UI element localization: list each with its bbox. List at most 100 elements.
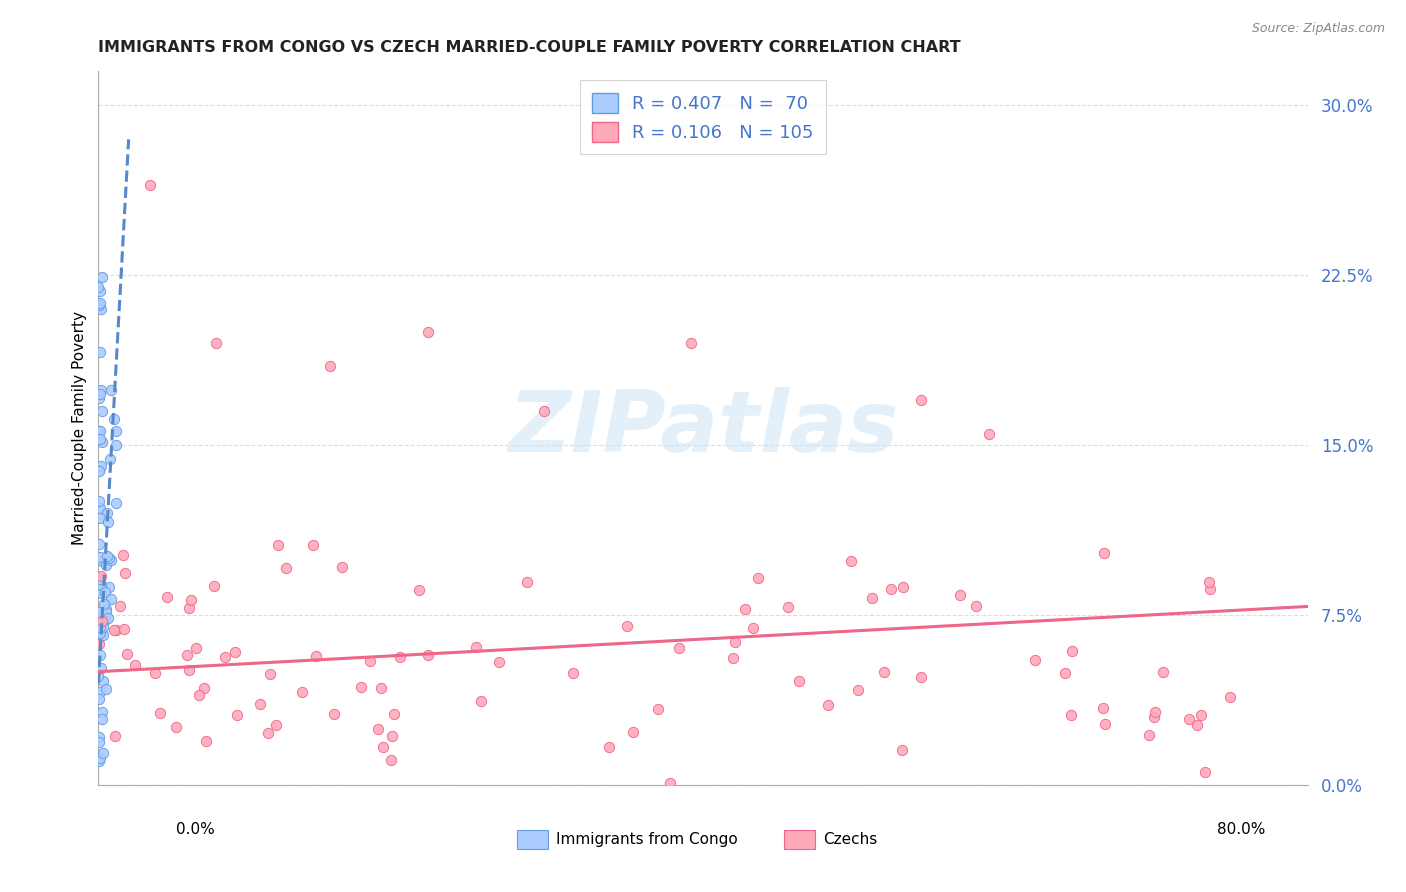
Point [89, 432, 111, 446]
Point [562, 665, 585, 680]
Text: Source: ZipAtlas.com: Source: ZipAtlas.com [1251, 22, 1385, 36]
Point [87, 755, 110, 769]
Point [371, 739, 394, 754]
Point [94, 613, 117, 627]
Point [89, 735, 111, 749]
Point [89, 296, 111, 310]
Point [89, 574, 111, 588]
Point [104, 729, 127, 743]
Point [202, 579, 225, 593]
Point [734, 602, 756, 616]
Point [1199, 582, 1222, 596]
Point [104, 495, 127, 509]
Point [89, 550, 111, 565]
Point [165, 719, 187, 733]
Point [1091, 701, 1114, 715]
Point [89, 648, 111, 662]
Point [1137, 728, 1160, 742]
Point [90, 458, 112, 473]
Point [747, 571, 769, 585]
Point [330, 559, 353, 574]
Point [367, 722, 389, 736]
Point [1178, 712, 1201, 726]
Point [370, 681, 392, 696]
Point [90, 586, 112, 600]
Point [621, 725, 644, 739]
Point [488, 655, 510, 669]
Point [179, 600, 201, 615]
Text: Czechs: Czechs [824, 832, 877, 847]
Point [359, 654, 381, 668]
Point [778, 599, 800, 614]
Point [91, 628, 114, 642]
Point [723, 650, 745, 665]
Point [224, 645, 246, 659]
Point [658, 776, 681, 790]
Point [322, 707, 344, 722]
Point [100, 591, 122, 606]
Point [873, 665, 896, 680]
Point [1185, 718, 1208, 732]
Point [1143, 705, 1166, 719]
Point [205, 336, 228, 351]
Point [381, 729, 404, 743]
Point [949, 588, 972, 602]
Point [89, 685, 111, 699]
Point [112, 548, 135, 562]
Point [257, 726, 280, 740]
Point [264, 718, 287, 732]
Point [1062, 644, 1084, 658]
Point [93, 597, 115, 611]
Point [1143, 709, 1166, 723]
Point [89, 620, 111, 634]
Point [89, 625, 111, 640]
Point [94, 606, 117, 620]
Point [87, 391, 110, 405]
Point [87, 537, 110, 551]
Point [90, 578, 112, 592]
Point [839, 554, 862, 568]
Point [193, 681, 215, 695]
Point [319, 359, 342, 373]
Point [408, 583, 430, 598]
Point [214, 650, 236, 665]
Point [100, 384, 122, 398]
Point [89, 302, 111, 317]
Y-axis label: Married-Couple Family Poverty: Married-Couple Family Poverty [72, 311, 87, 545]
Point [679, 336, 702, 351]
Point [87, 494, 110, 508]
Point [1189, 707, 1212, 722]
Point [910, 392, 932, 407]
Point [96, 549, 118, 563]
Point [94, 585, 117, 599]
Point [108, 599, 131, 613]
Point [105, 623, 128, 637]
Point [418, 325, 440, 339]
Point [647, 701, 669, 715]
Point [89, 582, 111, 597]
Point [724, 635, 747, 649]
Point [860, 591, 883, 605]
Point [1152, 665, 1174, 680]
Point [91, 614, 114, 628]
Text: ZIPatlas: ZIPatlas [508, 386, 898, 470]
Point [90, 661, 112, 675]
Point [149, 706, 172, 721]
Point [156, 591, 179, 605]
Point [1198, 575, 1220, 590]
Point [880, 582, 903, 597]
Point [89, 464, 111, 478]
Point [87, 298, 110, 312]
Point [274, 561, 297, 575]
Point [97, 611, 120, 625]
Point [291, 685, 314, 699]
Point [89, 511, 111, 525]
Point [616, 618, 638, 632]
Point [104, 424, 127, 438]
Point [89, 424, 111, 438]
Point [1194, 765, 1216, 780]
Point [1219, 690, 1241, 705]
Point [1060, 707, 1083, 722]
Point [1092, 546, 1115, 560]
Point [464, 640, 486, 655]
